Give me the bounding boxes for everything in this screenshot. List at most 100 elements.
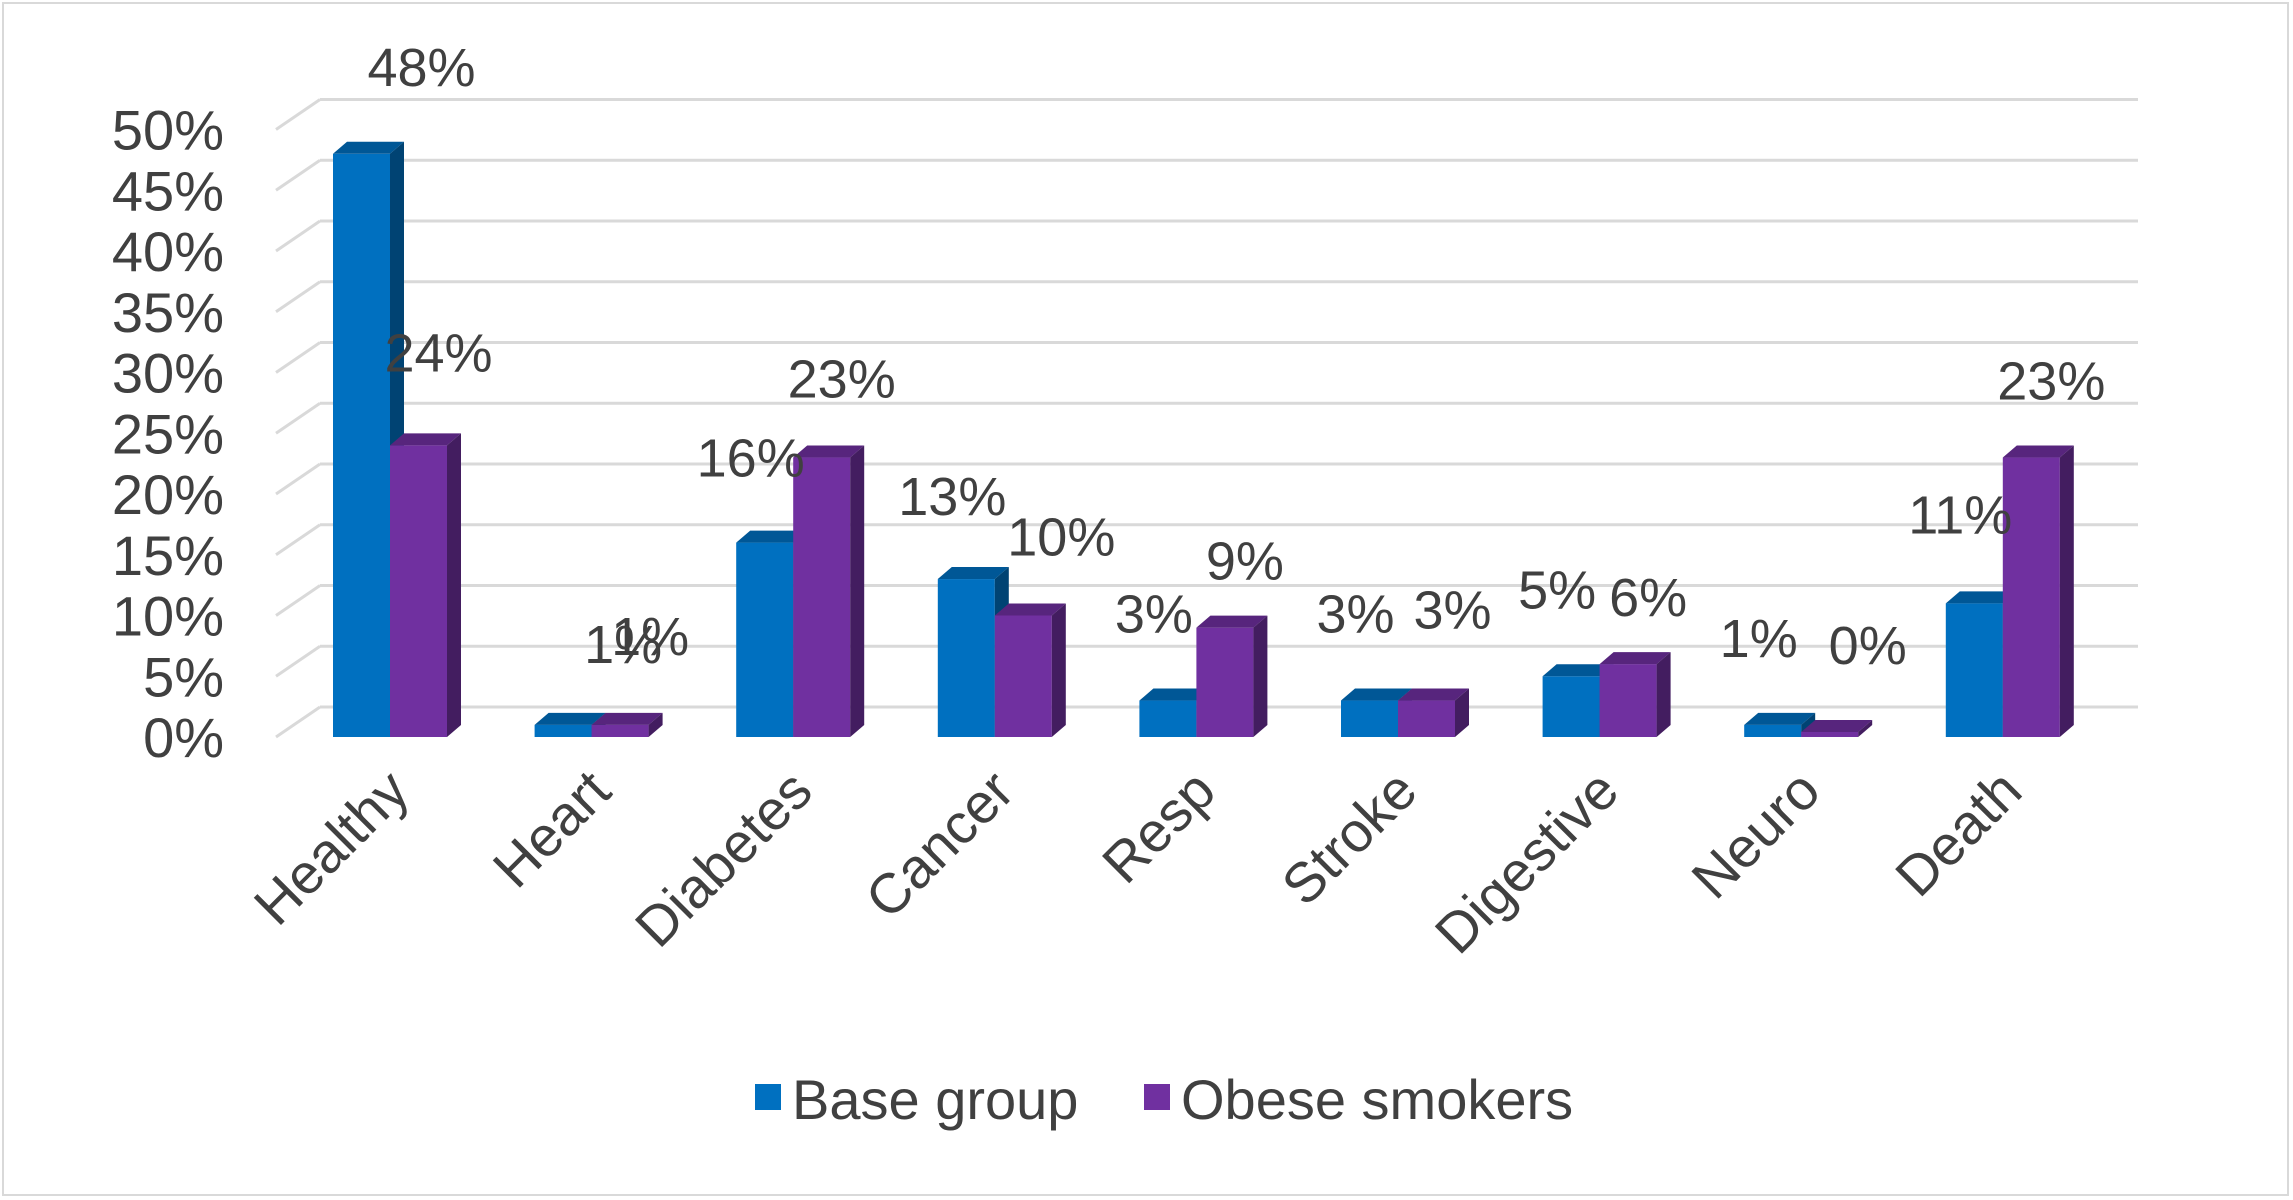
y-tick-label: 30% <box>112 342 224 405</box>
data-label-obese-smokers-heart: 1% <box>611 607 689 667</box>
x-category-label-resp: Resp <box>1090 758 1227 895</box>
data-label-base-group-heart: 1% <box>584 615 662 675</box>
y-tick-label: 10% <box>112 585 224 648</box>
data-label-base-group-stroke: 3% <box>1316 585 1394 645</box>
y-axis-ticks: 0%5%10%15%20%25%30%35%40%45%50% <box>112 99 224 770</box>
y-tick-label: 20% <box>112 463 224 526</box>
legend-swatch-base-group <box>755 1084 781 1110</box>
bars <box>333 141 2074 738</box>
bar-obese-smokers-digestive <box>1599 664 1657 737</box>
bar-top-obese-smokers-heart <box>591 712 663 725</box>
data-label-obese-smokers-neuro: 0% <box>1829 616 1907 676</box>
bar-obese-smokers-healthy <box>390 445 447 737</box>
bar-obese-smokers-cancer <box>994 615 1052 737</box>
gridline-diag <box>275 584 321 617</box>
data-label-obese-smokers-cancer: 10% <box>1007 508 1115 568</box>
bar-top-obese-smokers-resp <box>1196 615 1268 628</box>
gridline-diag <box>275 280 321 313</box>
bar-top-obese-smokers-stroke <box>1398 688 1469 701</box>
y-tick-label: 5% <box>143 645 224 708</box>
x-category-label-cancer: Cancer <box>853 758 1025 930</box>
bar-side-obese-smokers-stroke <box>1455 688 1469 737</box>
bar-side-obese-smokers-neuro <box>1858 720 1873 737</box>
bar-base-group-diabetes <box>736 542 794 737</box>
data-label-obese-smokers-healthy: 24% <box>384 323 492 383</box>
bar-top-base-group-digestive <box>1542 664 1614 677</box>
bar-base-group-digestive <box>1542 676 1600 737</box>
bar-side-obese-smokers-resp <box>1253 615 1268 737</box>
bar-chart: 0%5%10%15%20%25%30%35%40%45%50% 48%24%1%… <box>112 38 2138 1131</box>
bar-obese-smokers-heart <box>591 724 649 737</box>
bar-side-obese-smokers-diabetes <box>850 445 865 737</box>
bar-top-base-group-resp <box>1139 688 1211 701</box>
bar-top-base-group-neuro <box>1744 712 1816 725</box>
gridline-diag <box>275 159 321 192</box>
bar-top-obese-smokers-death <box>2002 445 2074 458</box>
bar-top-obese-smokers-cancer <box>994 603 1066 616</box>
bar-top-obese-smokers-neuro <box>1801 720 1873 732</box>
y-tick-label: 50% <box>112 99 224 162</box>
x-category-label-diabetes: Diabetes <box>623 758 824 959</box>
x-axis-categories: Healthy Heart Diabetes Cancer Resp StrokeDige… <box>242 758 2034 966</box>
legend: Base group Obese smokers <box>755 1068 1573 1131</box>
gridline-diag <box>275 523 321 556</box>
bar-top-base-group-stroke <box>1341 688 1412 701</box>
gridline-diag <box>275 219 321 253</box>
data-label-base-group-neuro: 1% <box>1720 609 1798 669</box>
data-label-obese-smokers-diabetes: 23% <box>788 350 896 410</box>
gridline-diag <box>275 705 321 739</box>
bar-obese-smokers-stroke <box>1398 700 1455 737</box>
bar-obese-smokers-diabetes <box>793 457 851 737</box>
bar-base-group-stroke <box>1341 700 1398 737</box>
y-tick-label: 40% <box>112 220 224 283</box>
x-category-label-heart: Heart <box>481 758 623 900</box>
gridline-diag <box>275 645 321 678</box>
y-tick-label: 15% <box>112 524 224 587</box>
bar-base-group-cancer <box>937 579 995 737</box>
bar-top-base-group-healthy <box>333 141 404 154</box>
data-label-base-group-resp: 3% <box>1115 585 1193 645</box>
bar-base-group-neuro <box>1744 724 1802 737</box>
gridline-diag <box>275 462 321 496</box>
data-label-base-group-healthy: 48% <box>367 38 475 98</box>
bar-obese-smokers-neuro <box>1801 732 1859 737</box>
gridline-diag <box>275 402 321 435</box>
bar-side-obese-smokers-healthy <box>447 433 461 737</box>
bar-base-group-healthy <box>333 153 390 738</box>
y-tick-label: 35% <box>112 281 224 344</box>
data-label-base-group-cancer: 13% <box>898 467 1006 527</box>
y-tick-label: 0% <box>143 706 224 769</box>
bar-top-base-group-diabetes <box>736 530 808 543</box>
gridlines <box>275 98 2138 739</box>
gridline-diag <box>275 98 321 131</box>
x-category-label-neuro: Neuro <box>1679 758 1831 910</box>
bar-top-base-group-heart <box>534 712 606 725</box>
bar-top-base-group-cancer <box>937 567 1009 580</box>
x-category-label-healthy: Healthy <box>242 758 421 937</box>
x-category-label-death: Death <box>1883 758 2033 908</box>
bar-side-obese-smokers-death <box>2059 445 2074 737</box>
data-label-base-group-digestive: 5% <box>1518 560 1596 620</box>
data-label-obese-smokers-resp: 9% <box>1206 532 1284 592</box>
bar-base-group-heart <box>534 724 592 737</box>
bar-side-obese-smokers-heart <box>648 712 663 737</box>
legend-swatch-obese-smokers <box>1144 1084 1170 1110</box>
data-label-obese-smokers-stroke: 3% <box>1413 581 1491 641</box>
bar-obese-smokers-death <box>2002 457 2060 737</box>
bar-side-obese-smokers-digestive <box>1656 652 1671 737</box>
y-tick-label: 45% <box>112 159 224 222</box>
bar-base-group-death <box>1945 603 2003 737</box>
y-tick-label: 25% <box>112 402 224 465</box>
data-label-obese-smokers-digestive: 6% <box>1609 568 1687 628</box>
gridline-diag <box>275 341 321 374</box>
legend-label-obese-smokers: Obese smokers <box>1181 1068 1573 1131</box>
bar-top-base-group-death <box>1945 591 2017 604</box>
legend-label-base-group: Base group <box>792 1068 1078 1131</box>
bar-obese-smokers-resp <box>1196 627 1254 737</box>
data-label-base-group-death: 11% <box>1908 485 2012 545</box>
x-category-label-digestive: Digestive <box>1423 758 1630 965</box>
bar-side-obese-smokers-cancer <box>1051 603 1066 737</box>
data-label-obese-smokers-death: 23% <box>1997 352 2105 412</box>
data-label-base-group-diabetes: 16% <box>697 429 805 489</box>
